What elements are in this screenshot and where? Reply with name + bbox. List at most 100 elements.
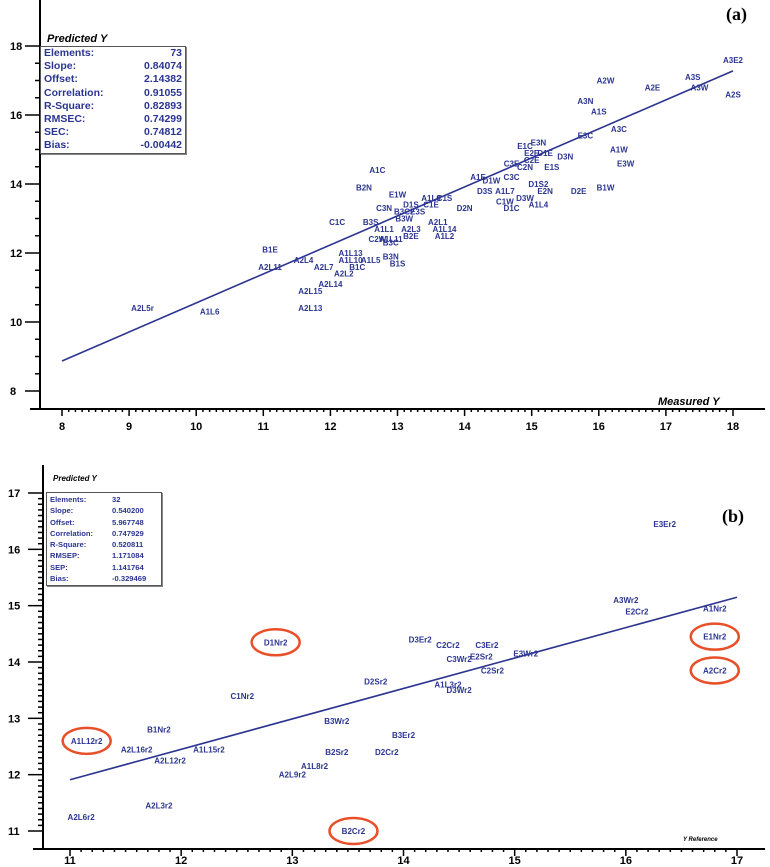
stat-name: Elements: [50, 495, 87, 504]
data-point-label: D1E [537, 149, 553, 158]
stat-value: -0.00442 [140, 139, 182, 152]
chart-b-panel-label: (b) [722, 506, 744, 527]
data-point-label: B1S [390, 259, 406, 268]
stat-name: RMSEP: [50, 551, 80, 561]
chart-a: 8 9 10 11 12 13 14 15 16 17 18 8 10 12 14 16 18 A2L5r A1L… [10, 0, 765, 433]
stat-name: Correlation: [50, 528, 94, 538]
data-point-label: C1E [423, 201, 439, 210]
data-point-label: A1W [610, 146, 628, 155]
data-point-label: C1W [496, 197, 514, 206]
stat-row: R-Square: 0.82893 [44, 100, 182, 113]
data-point-label: D3N [557, 152, 573, 161]
data-point-label: A1L5 [361, 256, 381, 265]
data-point-label: A3W [691, 83, 709, 92]
data-point-label: A1L10 [339, 256, 364, 265]
x-tick-label: 9 [126, 421, 132, 433]
stat-value: 0.74299 [144, 113, 182, 126]
stat-row: Offset: 2.14382 [44, 73, 182, 86]
data-point-label: B1Nr2 [147, 726, 171, 735]
data-point-label: A2W [597, 77, 615, 86]
stat-value: 0.74812 [144, 126, 182, 139]
chart-a-regression-line [61, 70, 734, 362]
data-point-label: A1Nr2 [703, 604, 727, 613]
stat-name: RMSEC: [44, 113, 86, 126]
data-point-label: D1C [504, 204, 520, 213]
data-point-label: D3Er2 [409, 635, 433, 644]
data-point-label: D2E [571, 187, 587, 196]
x-tick-label: 11 [64, 855, 76, 867]
stat-value: 73 [170, 47, 182, 59]
data-point-label: E3Wr2 [513, 650, 538, 659]
data-point-label: A3E2 [723, 56, 744, 65]
stat-name: Slope: [44, 60, 77, 73]
stat-row: Elements: 73 [44, 47, 182, 60]
stat-value: 0.540200 [112, 506, 144, 516]
stat-row: RMSEP: 1.171084 [50, 550, 158, 561]
data-point-label: A2Cr2 [703, 666, 727, 675]
y-tick-label: 11 [8, 826, 20, 838]
data-point-label: A2L3 [401, 225, 421, 234]
data-point-label: B2N [356, 183, 372, 192]
stat-name: R-Square: [50, 540, 87, 550]
data-point-label: A2S [725, 90, 741, 99]
data-point-label: E1S [544, 163, 560, 172]
data-point-label: A3Wr2 [613, 596, 639, 605]
data-point-label: D1Nr2 [264, 638, 288, 647]
data-point-label: D1S [403, 201, 419, 210]
data-point-label: E3Er2 [653, 520, 676, 529]
data-point-label: C2N [517, 163, 533, 172]
data-point-label: D3W [516, 194, 534, 203]
x-tick-label: 15 [509, 855, 521, 867]
x-tick-label: 16 [593, 421, 605, 433]
stat-value: 2.14382 [144, 73, 182, 86]
stat-value: 1.141764 [112, 562, 144, 572]
stat-value: 0.520811 [112, 540, 144, 550]
data-point-label: A2L13 [298, 304, 323, 313]
stat-name: SEC: [44, 126, 70, 139]
chart-a-panel-label: (a) [726, 4, 747, 25]
data-point-label: E1C [517, 142, 533, 151]
y-tick-label: 8 [10, 386, 16, 398]
chart-b: 11 12 13 14 15 16 17 11 12 13 14 15 16 17 A2L6r2 A2L3r… [8, 465, 765, 867]
chart-a-ticks: 8 9 10 11 12 13 14 15 16 17 18 8 10 12 14 16 18 [10, 41, 739, 433]
stat-name: Elements: [44, 47, 95, 59]
stat-row: SEP: 1.141764 [50, 562, 158, 573]
chart-b-ticks: 11 12 13 14 15 16 17 11 12 13 14 15 16 17 [8, 488, 743, 867]
data-point-label: C2Cr2 [436, 641, 460, 650]
data-point-label: E2Cr2 [625, 607, 649, 616]
x-tick-label: 17 [660, 421, 672, 433]
y-tick-label: 10 [10, 317, 22, 329]
data-point-label: B1E [262, 246, 278, 255]
data-point-label: E2Sr2 [470, 652, 493, 661]
data-point-label: C3Er2 [475, 641, 499, 650]
data-point-label: D3Wr2 [446, 686, 472, 695]
y-tick-label: 17 [8, 488, 20, 500]
data-point-label: A2E [645, 83, 661, 92]
data-point-label: E3S [410, 208, 426, 217]
x-tick-label: 17 [731, 855, 743, 867]
chart-b-statistics-box: Elements: 32 Slope: 0.540200 Offset: 5.967748… [46, 492, 162, 587]
data-point-label: B3C [383, 239, 399, 248]
chart-a-y-axis-title: Predicted Y [47, 33, 109, 45]
data-point-label: A3C [611, 125, 627, 134]
stat-value: 0.91055 [144, 86, 182, 99]
data-point-label: A2L7 [314, 263, 334, 272]
stat-row: Correlation: 0.91055 [44, 87, 182, 100]
y-tick-label: 16 [8, 544, 20, 556]
data-point-label: A1L14 [432, 225, 457, 234]
data-point-label: B3C2 [394, 208, 415, 217]
stat-name: Offset: [50, 517, 75, 527]
stat-name: SEP: [50, 562, 68, 572]
data-point-label: D2Sr2 [364, 678, 388, 687]
data-point-label: B2E [403, 232, 419, 241]
stat-value: 5.967748 [112, 517, 144, 527]
stat-row: SEC: 0.74812 [44, 126, 182, 139]
data-point-label: A1L1 [374, 225, 394, 234]
data-point-label: A1L6 [200, 308, 220, 317]
stat-name: Bias: [50, 574, 69, 584]
data-point-label: A2L14 [318, 280, 343, 289]
data-point-label: A1L9 [421, 194, 441, 203]
chart-b-outlier-rings [61, 622, 741, 846]
y-tick-label: 12 [10, 248, 22, 260]
x-tick-label: 12 [324, 421, 336, 433]
